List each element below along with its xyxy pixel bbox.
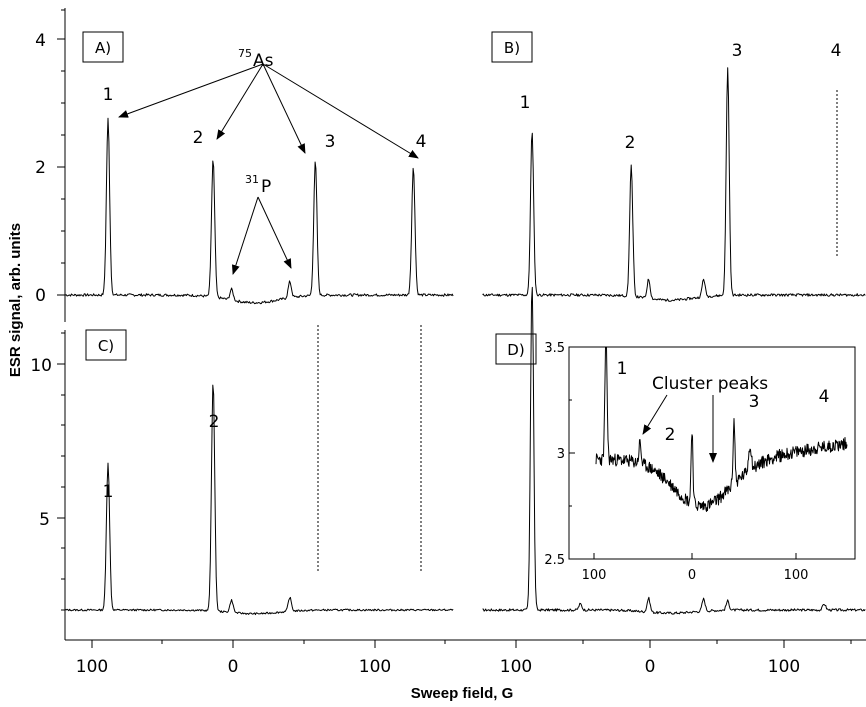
peak-labels-c: 1 2 bbox=[103, 412, 220, 502]
peak-label: 2 bbox=[625, 133, 636, 153]
spectrum-trace-a bbox=[65, 117, 454, 305]
inset-y-tick: 3 bbox=[557, 447, 565, 462]
y-ticks-bottom: 5 10 bbox=[30, 332, 65, 611]
panel-label-b: B) bbox=[491, 31, 533, 63]
inset-x-tick: 100 bbox=[582, 568, 607, 583]
inset-x-tick: 100 bbox=[784, 568, 809, 583]
spectrum-trace-c bbox=[65, 384, 454, 616]
inset-chart: 3.5 3 2.5 100 0 100 Cluster peaks 1 2 3 … bbox=[544, 341, 856, 583]
y-tick-label: 2 bbox=[35, 158, 46, 178]
x-tick-label: 0 bbox=[645, 657, 656, 677]
cluster-peaks-label: Cluster peaks bbox=[652, 374, 768, 394]
svg-text:D): D) bbox=[507, 341, 524, 359]
y-tick-label: 0 bbox=[35, 286, 46, 306]
svg-text:B): B) bbox=[504, 39, 520, 57]
svg-text:C): C) bbox=[98, 337, 114, 355]
x-tick-label: 100 bbox=[768, 657, 800, 677]
panel-label-c: C) bbox=[85, 329, 127, 361]
p31-annotation: 31 P bbox=[231, 173, 292, 275]
peak-label: 3 bbox=[325, 132, 336, 152]
peak-label: 1 bbox=[103, 85, 114, 105]
peak-label: 1 bbox=[103, 482, 114, 502]
inset-x-tick: 0 bbox=[688, 568, 696, 583]
x-tick-label: 100 bbox=[359, 657, 391, 677]
x-tick-label: 100 bbox=[76, 657, 108, 677]
peak-label: 4 bbox=[416, 132, 427, 152]
x-tick-label: 0 bbox=[228, 657, 239, 677]
inset-y-tick: 2.5 bbox=[544, 553, 565, 568]
inset-y-tick: 3.5 bbox=[544, 341, 565, 356]
as75-annotation: 75 As bbox=[118, 47, 419, 159]
peak-label: 2 bbox=[193, 128, 204, 148]
y-axis-title: ESR signal, arb. units bbox=[7, 223, 24, 377]
inset-peak-label: 2 bbox=[665, 425, 676, 445]
spectrum-trace-d bbox=[482, 286, 866, 615]
panel-label-a: A) bbox=[82, 31, 124, 63]
inset-peak-label: 1 bbox=[617, 359, 628, 379]
inset-trace bbox=[595, 346, 848, 512]
y-tick-label: 5 bbox=[39, 510, 50, 530]
inset-peak-label: 3 bbox=[749, 392, 760, 412]
panel-label-d: D) bbox=[495, 333, 537, 365]
peak-label: 3 bbox=[732, 41, 743, 61]
p-isotope-symbol: P bbox=[261, 177, 271, 197]
peak-label: 2 bbox=[209, 412, 220, 432]
peak-labels-b: 1 2 3 4 bbox=[520, 41, 842, 153]
y-tick-label: 10 bbox=[30, 356, 52, 376]
y-tick-label: 4 bbox=[35, 31, 46, 51]
y-ticks-top: 0 2 4 bbox=[35, 9, 65, 306]
peak-label: 1 bbox=[520, 93, 531, 113]
svg-text:A): A) bbox=[95, 39, 111, 57]
spectrum-trace-b bbox=[482, 67, 866, 302]
x-axis: 100 0 100 100 0 100 bbox=[65, 639, 866, 677]
p-isotope-mass: 31 bbox=[245, 173, 259, 186]
x-tick-label: 100 bbox=[500, 657, 532, 677]
peak-labels-a: 1 2 3 4 bbox=[103, 85, 427, 152]
x-axis-title: Sweep field, G bbox=[411, 685, 514, 702]
as-isotope-mass: 75 bbox=[238, 47, 252, 60]
peak-label: 4 bbox=[831, 41, 842, 61]
inset-peak-label: 4 bbox=[819, 387, 830, 407]
